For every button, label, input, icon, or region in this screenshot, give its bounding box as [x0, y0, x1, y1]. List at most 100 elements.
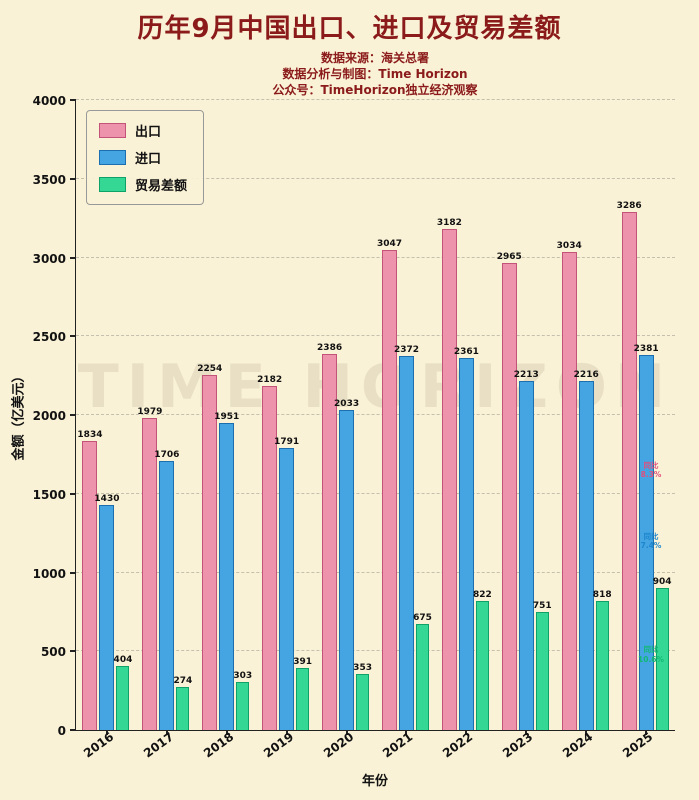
subtitle-line-author: 数据分析与制图：Time Horizon: [282, 67, 468, 81]
x-tick-label: 2025: [620, 729, 656, 761]
bar-value-label: 3047: [376, 239, 403, 250]
bar-value-label: 2361: [453, 347, 479, 358]
bar-group-2022: 3182 2361 822 2022: [435, 100, 495, 761]
y-tick-label: 3500: [32, 172, 66, 187]
bar-import-2019: 1791: [274, 437, 299, 730]
x-tick-label: 2020: [320, 729, 356, 761]
bar-value-label: 2033: [334, 398, 360, 409]
legend-label: 出口: [135, 125, 162, 140]
bar-value-label: 1979: [137, 407, 163, 418]
bar-value-label: 3182: [436, 217, 462, 228]
bar-value-label: 1430: [94, 493, 120, 504]
bar-import-2018: 1951: [214, 412, 239, 730]
x-tick-mark: [525, 730, 528, 735]
bar-group-2021: 3047 2372 675 2021: [376, 100, 436, 760]
y-tick-mark: [70, 414, 76, 416]
x-tick-mark: [585, 730, 588, 735]
bar-value-label: 1951: [214, 411, 240, 422]
bar-value-label: 3286: [616, 201, 642, 212]
annotation-yoy-2: 同比 10.6%: [638, 644, 665, 664]
y-tick-mark: [70, 177, 76, 180]
legend-swatch: [99, 123, 126, 138]
annotation-yoy-0: 同比 8.3%: [640, 460, 662, 480]
gridline: [76, 414, 675, 415]
bar-balance-2023: 751: [533, 601, 552, 730]
bars-area: 1834 1430 404 2016 1979 1706 274 2017 2254 1951 30…: [76, 100, 675, 761]
y-tick-mark: [70, 571, 76, 574]
bar-balance-2018: 303: [233, 671, 252, 730]
bar-export-2019: 2182: [257, 375, 282, 730]
x-axis-label: 年份: [361, 774, 388, 789]
bar-import-2025: 2381: [634, 344, 659, 730]
bar-value-label: 822: [472, 589, 492, 600]
bar-value-label: 353: [353, 663, 372, 674]
bar-value-label: 751: [532, 600, 552, 611]
legend-swatch: [99, 177, 126, 192]
bar-value-label: 1791: [274, 436, 300, 447]
bar-import-2022: 2361: [454, 347, 479, 730]
bar-import-2021: 2372: [394, 345, 419, 730]
x-tick-mark: [165, 730, 168, 735]
y-tick-label: 500: [40, 645, 66, 660]
legend-label: 贸易差额: [135, 179, 188, 194]
bar-import-2017: 1706: [154, 450, 179, 730]
x-tick-label: 2023: [500, 729, 536, 761]
bar-balance-2020: 353: [353, 663, 372, 730]
subtitle-line-account: 公众号：TimeHorizon独立经济观察: [272, 83, 478, 97]
bar-group-2019: 2182 1791 391 2019: [256, 100, 316, 760]
bar-value-label: 2372: [393, 345, 420, 356]
gridline: [76, 492, 675, 494]
bar-value-label: 2213: [513, 370, 539, 381]
bar-value-label: 2254: [197, 364, 223, 374]
gridline: [76, 650, 675, 652]
y-tick-label: 4000: [32, 94, 66, 108]
chart-subtitle: 数据来源：海关总署 数据分析与制图：Time Horizon 公众号：TimeH…: [75, 50, 675, 98]
x-tick-mark: [225, 730, 228, 735]
bar-import-2020: 2033: [334, 399, 359, 730]
bar-group-2023: 2965 2213 751 2023: [495, 100, 555, 760]
x-tick-label: 2021: [380, 729, 416, 761]
bar-value-label: 404: [113, 655, 133, 666]
legend-item-balance: 贸易差额: [99, 175, 187, 194]
bar-value-label: 1834: [77, 430, 103, 441]
legend: 出口 进口 贸易差额: [86, 110, 205, 205]
bar-balance-2021: 675: [413, 613, 432, 730]
y-tick-mark: [70, 650, 76, 653]
bar-export-2021: 3047: [377, 239, 402, 730]
x-tick-label: 2017: [140, 729, 177, 761]
bar-group-2020: 2386 2033 353 2020: [316, 100, 376, 760]
subtitle-line-source: 数据来源：海关总署: [320, 51, 429, 65]
bar-group-2016: 1834 1430 404 2016: [76, 100, 136, 760]
bar-export-2024: 3034: [557, 241, 582, 730]
bar-balance-2016: 404: [114, 655, 132, 730]
gridline: [76, 335, 675, 337]
bar-export-2023: 2965: [497, 252, 522, 730]
bar-value-label: 391: [293, 657, 313, 668]
y-tick-label: 2500: [32, 330, 66, 345]
bar-group-2017: 1979 1706 274 2017: [136, 100, 196, 760]
x-tick-label: 2016: [80, 729, 117, 761]
bar-import-2023: 2213: [514, 370, 539, 730]
bar-value-label: 1706: [154, 450, 180, 461]
bar-balance-2019: 391: [293, 657, 312, 730]
y-tick-mark: [70, 99, 76, 101]
x-tick-label: 2024: [560, 729, 596, 761]
gridline: [76, 571, 675, 573]
bar-value-label: 2216: [573, 369, 599, 380]
x-tick-mark: [405, 730, 408, 735]
bar-value-label: 3034: [556, 241, 582, 252]
plot-area: TIME HORIZON 出口 进口 贸易差额 0 500 1000 1500 2000 25…: [33, 94, 675, 761]
legend-item-import: 进口: [99, 148, 187, 167]
bar-balance-2022: 822: [473, 590, 492, 730]
y-tick-label: 3000: [32, 251, 66, 266]
bar-export-2018: 2254: [197, 364, 222, 730]
bar-group-2018: 2254 1951 303 2018: [196, 100, 256, 760]
legend-label: 进口: [135, 152, 162, 167]
bar-value-label: 303: [233, 671, 253, 682]
x-tick-mark: [285, 730, 288, 735]
y-tick-mark: [70, 729, 76, 731]
bar-balance-2025: 904: [653, 577, 672, 730]
y-tick-mark: [70, 492, 76, 495]
x-tick-mark: [645, 730, 648, 735]
y-tick-mark: [70, 335, 76, 338]
